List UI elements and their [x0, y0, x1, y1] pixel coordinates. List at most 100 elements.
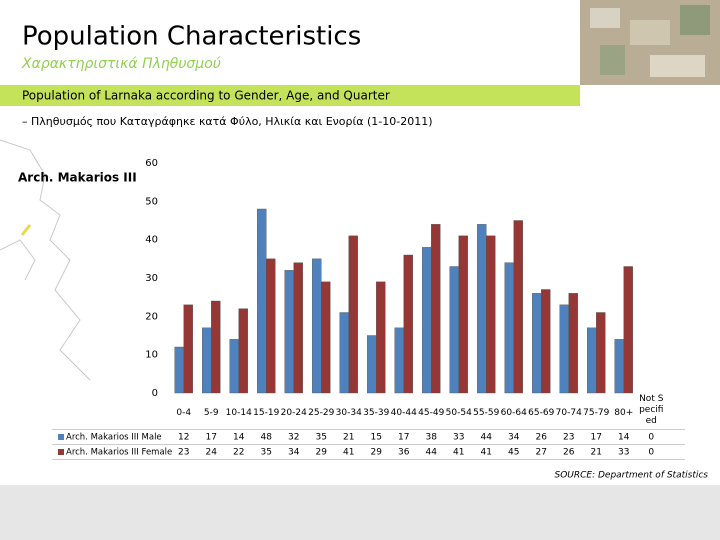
bar — [431, 224, 441, 394]
bar — [174, 346, 184, 394]
bar — [532, 293, 542, 394]
table-value: 21 — [343, 433, 354, 443]
bar — [348, 235, 358, 394]
bar — [312, 258, 322, 394]
table-value: 35 — [316, 433, 327, 443]
bar — [541, 289, 551, 394]
table-value: 23 — [178, 448, 189, 458]
bar — [339, 312, 349, 394]
table-value: 44 — [481, 433, 493, 443]
y-tick-label: 10 — [145, 350, 158, 361]
bar — [321, 281, 331, 394]
table-value: 44 — [426, 448, 438, 458]
y-tick-label: 20 — [145, 311, 158, 322]
table-value: 29 — [316, 448, 328, 458]
bar — [394, 327, 404, 394]
x-tick-label: 35-39 — [363, 408, 390, 418]
x-tick-label-box: 40-44 — [390, 408, 417, 418]
legend-label: Arch. Makarios III Female — [66, 448, 172, 458]
bar — [211, 300, 221, 394]
bar — [293, 262, 303, 394]
x-tick-label: Not Specified — [639, 394, 664, 426]
x-tick-label-box: 25-29 — [308, 408, 334, 418]
table-value: 23 — [563, 433, 574, 443]
x-tick-label-box: 70-74 — [556, 408, 582, 418]
table-value: 34 — [288, 448, 300, 458]
table-value: 34 — [508, 433, 520, 443]
x-tick-label: 40-44 — [390, 408, 417, 418]
table-value: 41 — [453, 448, 464, 458]
x-tick-label: 45-49 — [418, 408, 445, 418]
x-tick-label: 30-34 — [335, 408, 362, 418]
table-value: 29 — [371, 448, 383, 458]
table-value: 32 — [288, 433, 299, 443]
x-tick-label-box: 35-39 — [363, 408, 390, 418]
banner-text: Population of Larnaka according to Gende… — [22, 89, 390, 103]
x-tick-label-box: 55-59 — [473, 408, 500, 418]
table-value: 41 — [343, 448, 354, 458]
bar — [257, 208, 267, 394]
x-tick-label: 0-4 — [176, 408, 192, 418]
footer-band — [0, 485, 720, 540]
bar — [504, 262, 514, 394]
table-value: 26 — [536, 433, 548, 443]
table-value: 15 — [371, 433, 382, 443]
bar — [367, 335, 377, 394]
x-tick-label-box: 50-54 — [445, 408, 472, 418]
bar — [449, 266, 459, 394]
bar — [403, 254, 413, 394]
x-tick-label: 50-54 — [445, 408, 472, 418]
y-tick-label: 60 — [145, 158, 158, 169]
x-tick-label: 55-59 — [473, 408, 500, 418]
bar — [458, 235, 468, 394]
table-value: 12 — [178, 433, 189, 443]
bar — [266, 258, 276, 394]
table-value: 41 — [481, 448, 492, 458]
x-tick-label-box: 80+ — [614, 408, 634, 418]
table-value: 14 — [618, 433, 630, 443]
slide-subtitle: Χαρακτηριστικά Πληθυσμού — [21, 56, 221, 72]
x-tick-label: 60-64 — [500, 408, 527, 418]
x-tick-label: 15-19 — [253, 408, 280, 418]
bar — [486, 235, 496, 394]
heading: – Πληθυσμός που Καταγράφηκε κατά Φύλο, Η… — [22, 115, 433, 128]
x-tick-label-box: 75-79 — [583, 408, 609, 418]
bar — [587, 327, 597, 394]
bar — [559, 304, 569, 394]
legend-swatch — [58, 434, 64, 440]
table-value: 0 — [648, 448, 654, 458]
bar — [284, 270, 294, 394]
y-tick-label: 50 — [145, 196, 158, 207]
y-tick-label: 30 — [145, 273, 158, 284]
bar — [376, 281, 386, 394]
banner — [0, 85, 580, 106]
x-tick-label: 10-14 — [225, 408, 252, 418]
map-label: Arch. Makarios III — [18, 171, 137, 185]
bar — [623, 266, 633, 394]
table-value: 26 — [563, 448, 575, 458]
x-tick-label-box: 65-69 — [528, 408, 555, 418]
legend-swatch — [58, 449, 64, 455]
x-tick-label-box: 5-9 — [204, 408, 219, 418]
x-tick-label-box: 15-19 — [253, 408, 280, 418]
x-tick-label: 20-24 — [280, 408, 307, 418]
table-value: 17 — [206, 433, 217, 443]
table-value: 14 — [233, 433, 245, 443]
y-tick-label: 40 — [145, 235, 158, 246]
table-value: 17 — [398, 433, 409, 443]
y-tick-label: 0 — [152, 388, 158, 399]
bar — [238, 308, 248, 394]
source: SOURCE: Department of Statistics — [554, 471, 708, 481]
bar — [596, 312, 606, 394]
x-tick-label: 80+ — [614, 408, 634, 418]
table-value: 0 — [648, 433, 654, 443]
table-value: 33 — [453, 433, 464, 443]
x-tick-label-box: 0-4 — [176, 408, 192, 418]
bar — [229, 339, 239, 394]
bar — [614, 339, 624, 394]
photo — [580, 0, 720, 85]
x-tick-label: 65-69 — [528, 408, 555, 418]
bar — [422, 247, 432, 394]
table-value: 36 — [398, 448, 410, 458]
